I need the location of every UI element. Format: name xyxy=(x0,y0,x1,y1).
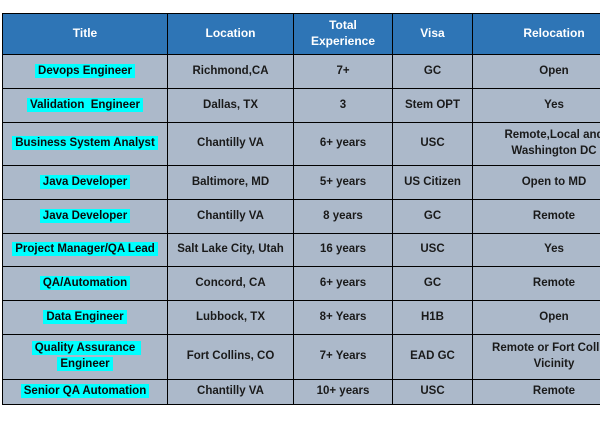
cell-experience: 3 xyxy=(293,88,393,123)
cell-location: Chantilly VA xyxy=(167,379,294,405)
table-row: Validation Engineer Dallas, TX 3 Stem OP… xyxy=(2,88,600,123)
cell-relocation: Remote xyxy=(472,379,600,405)
cell-location: Dallas, TX xyxy=(167,88,294,123)
cell-location: Chantilly VA xyxy=(167,122,294,166)
cell-title: Java Developer xyxy=(2,165,168,200)
cell-title: QA/Automation xyxy=(2,266,168,301)
table-row: Data Engineer Lubbock, TX 8+ Years H1B O… xyxy=(2,300,600,335)
cell-title: Project Manager/QA Lead xyxy=(2,233,168,267)
column-header-total-experience: Total Experience xyxy=(293,13,393,55)
cell-location: Salt Lake City, Utah xyxy=(167,233,294,267)
cell-relocation: Yes xyxy=(472,233,600,267)
table-row: QA/Automation Concord, CA 6+ years GC Re… xyxy=(2,266,600,301)
cell-visa: Stem OPT xyxy=(392,88,473,123)
job-title-highlight: Java Developer xyxy=(39,174,131,189)
cell-relocation: Remote,Local and Washington DC xyxy=(472,122,600,166)
cell-location: Fort Collins, CO xyxy=(167,334,294,380)
job-title-highlight: QA/Automation xyxy=(39,275,131,290)
cell-title: Quality Assurance Engineer xyxy=(2,334,168,380)
job-title-highlight: Quality Assurance Engineer xyxy=(31,341,142,371)
column-header-visa: Visa xyxy=(392,13,473,55)
cell-relocation: Open xyxy=(472,54,600,89)
cell-relocation: Remote xyxy=(472,266,600,301)
header-row: Title Location Total Experience Visa Rel… xyxy=(2,13,600,55)
jobs-table: Title Location Total Experience Visa Rel… xyxy=(2,13,600,405)
cell-visa: USC xyxy=(392,122,473,166)
job-title-highlight: Project Manager/QA Lead xyxy=(12,242,158,257)
cell-relocation: Remote xyxy=(472,199,600,234)
job-title-highlight: Validation Engineer xyxy=(27,97,143,112)
column-header-location: Location xyxy=(167,13,294,55)
cell-visa: GC xyxy=(392,54,473,89)
cell-visa: US Citizen xyxy=(392,165,473,200)
cell-experience: 16 years xyxy=(293,233,393,267)
table-row: Devops Engineer Richmond,CA 7+ GC Open xyxy=(2,54,600,89)
cell-location: Lubbock, TX xyxy=(167,300,294,335)
job-title-highlight: Java Developer xyxy=(39,208,131,223)
column-header-relocation: Relocation xyxy=(472,13,600,55)
job-title-highlight: Senior QA Automation xyxy=(20,384,150,399)
cell-visa: USC xyxy=(392,233,473,267)
table-row: Java Developer Baltimore, MD 5+ years US… xyxy=(2,165,600,200)
cell-visa: EAD GC xyxy=(392,334,473,380)
cell-experience: 7+ Years xyxy=(293,334,393,380)
cell-title: Data Engineer xyxy=(2,300,168,335)
column-header-title: Title xyxy=(2,13,168,55)
table-row: Business System Analyst Chantilly VA 6+ … xyxy=(2,122,600,166)
cell-experience: 8+ Years xyxy=(293,300,393,335)
cell-visa: USC xyxy=(392,379,473,405)
cell-location: Chantilly VA xyxy=(167,199,294,234)
cell-relocation: Remote or Fort Collins Vicinity xyxy=(472,334,600,380)
cell-location: Concord, CA xyxy=(167,266,294,301)
cell-experience: 7+ xyxy=(293,54,393,89)
cell-title: Validation Engineer xyxy=(2,88,168,123)
jobs-table-container: Title Location Total Experience Visa Rel… xyxy=(2,13,600,405)
cell-experience: 6+ years xyxy=(293,122,393,166)
table-row: Senior QA Automation Chantilly VA 10+ ye… xyxy=(2,379,600,405)
table-row: Project Manager/QA Lead Salt Lake City, … xyxy=(2,233,600,267)
cell-experience: 6+ years xyxy=(293,266,393,301)
cell-visa: GC xyxy=(392,199,473,234)
cell-relocation: Yes xyxy=(472,88,600,123)
cell-location: Richmond,CA xyxy=(167,54,294,89)
cell-experience: 8 years xyxy=(293,199,393,234)
cell-location: Baltimore, MD xyxy=(167,165,294,200)
table-row: Quality Assurance Engineer Fort Collins,… xyxy=(2,334,600,380)
cell-relocation: Open xyxy=(472,300,600,335)
job-title-highlight: Business System Analyst xyxy=(12,136,158,151)
cell-title: Java Developer xyxy=(2,199,168,234)
job-title-highlight: Data Engineer xyxy=(43,309,127,324)
cell-relocation: Open to MD xyxy=(472,165,600,200)
job-title-highlight: Devops Engineer xyxy=(35,63,135,78)
cell-experience: 10+ years xyxy=(293,379,393,405)
table-row: Java Developer Chantilly VA 8 years GC R… xyxy=(2,199,600,234)
cell-title: Business System Analyst xyxy=(2,122,168,166)
cell-visa: GC xyxy=(392,266,473,301)
cell-title: Devops Engineer xyxy=(2,54,168,89)
cell-title: Senior QA Automation xyxy=(2,379,168,405)
cell-experience: 5+ years xyxy=(293,165,393,200)
cell-visa: H1B xyxy=(392,300,473,335)
